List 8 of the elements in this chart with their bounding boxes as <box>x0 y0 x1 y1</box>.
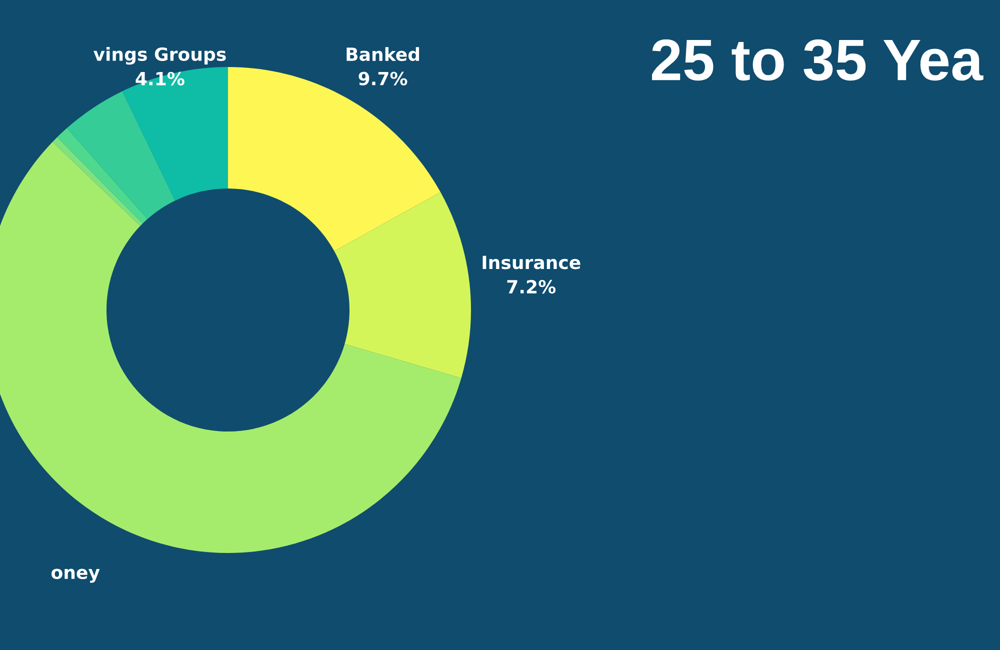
text: 25 to 35 Yea <box>652 39 984 81</box>
slice-label: Banked <box>346 47 420 62</box>
data-label: 7.2% <box>507 280 556 294</box>
slice-label: Insurance <box>482 256 580 270</box>
data-label: 4.1% <box>136 72 184 86</box>
data-label: 9.7% <box>358 72 408 86</box>
slice-label: oney <box>52 568 100 583</box>
slice-label: vings Groups <box>94 47 226 65</box>
